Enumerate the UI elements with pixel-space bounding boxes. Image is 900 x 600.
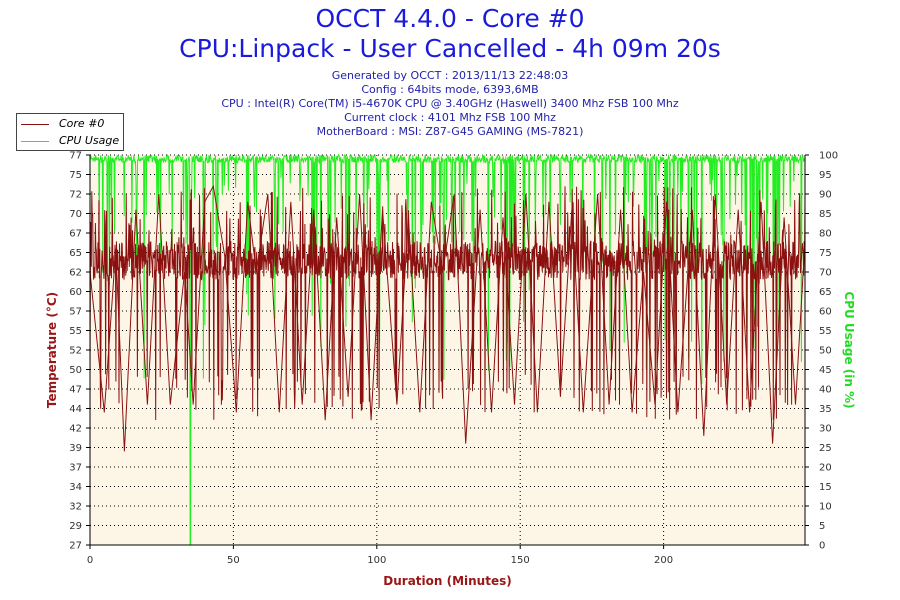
y-tick-label-left: 72 bbox=[69, 190, 82, 201]
y-tick-label-left: 70 bbox=[69, 209, 82, 220]
x-tick-label: 200 bbox=[654, 555, 673, 566]
y-tick-label-left: 32 bbox=[69, 502, 82, 513]
temperature-trace bbox=[89, 186, 806, 421]
legend-swatch-core bbox=[21, 124, 49, 125]
y-tick-label-right: 45 bbox=[819, 365, 832, 376]
plot-area bbox=[90, 155, 805, 545]
y-tick-label-right: 0 bbox=[819, 541, 825, 552]
y-tick-label-left: 67 bbox=[69, 229, 82, 240]
y-axis-title-right: CPU Usage (in %) bbox=[842, 291, 856, 408]
y-tick-label-right: 25 bbox=[819, 443, 832, 454]
y-tick-label-right: 60 bbox=[819, 307, 832, 318]
y-tick-label-right: 35 bbox=[819, 404, 832, 415]
y-tick-label-left: 57 bbox=[69, 307, 82, 318]
temperature-series bbox=[89, 184, 805, 452]
y-tick-label-right: 95 bbox=[819, 170, 832, 181]
y-tick-label-left: 52 bbox=[69, 346, 82, 357]
x-axis-title: Duration (Minutes) bbox=[383, 574, 511, 588]
legend-label-cpu: CPU Usage bbox=[59, 134, 120, 147]
chart-subtitle: CPU:Linpack - User Cancelled - 4h 09m 20… bbox=[179, 34, 721, 63]
y-tick-label-right: 55 bbox=[819, 326, 832, 337]
x-tick-label: 100 bbox=[367, 555, 386, 566]
y-tick-label-left: 55 bbox=[69, 326, 82, 337]
x-tick-label: 150 bbox=[511, 555, 530, 566]
info-motherboard: MotherBoard : MSI: Z87-G45 GAMING (MS-78… bbox=[316, 125, 584, 138]
y-tick-label-right: 20 bbox=[819, 463, 832, 474]
legend-swatch-cpu bbox=[21, 141, 49, 142]
y-tick-label-right: 90 bbox=[819, 190, 832, 201]
chart-legend: Core #0 CPU Usage bbox=[16, 113, 124, 151]
y-tick-label-right: 50 bbox=[819, 346, 832, 357]
info-generated: Generated by OCCT : 2013/11/13 22:48:03 bbox=[331, 69, 569, 82]
x-tick-label: 0 bbox=[87, 555, 93, 566]
y-tick-label-left: 65 bbox=[69, 248, 82, 259]
legend-item-core: Core #0 bbox=[21, 116, 123, 132]
y-tick-label-left: 50 bbox=[69, 365, 82, 376]
info-clock: Current clock : 4101 Mhz FSB 100 Mhz bbox=[344, 111, 556, 124]
y-tick-label-left: 29 bbox=[69, 521, 82, 532]
y-tick-label-right: 100 bbox=[819, 151, 838, 162]
info-config: Config : 64bits mode, 6393,6MB bbox=[361, 83, 539, 96]
y-tick-label-right: 5 bbox=[819, 521, 825, 532]
y-tick-label-left: 27 bbox=[69, 541, 82, 552]
cpu-usage-series bbox=[89, 153, 806, 546]
y-tick-label-right: 65 bbox=[819, 287, 832, 298]
x-tick-label: 50 bbox=[227, 555, 240, 566]
y-tick-label-right: 40 bbox=[819, 385, 832, 396]
y-axis-title-left: Temperature (°C) bbox=[45, 292, 59, 408]
y-tick-label-left: 60 bbox=[69, 287, 82, 298]
y-tick-label-left: 75 bbox=[69, 170, 82, 181]
y-tick-label-right: 70 bbox=[819, 268, 832, 279]
y-tick-label-left: 42 bbox=[69, 424, 82, 435]
legend-label-core: Core #0 bbox=[59, 117, 105, 130]
y-tick-label-left: 77 bbox=[69, 151, 82, 162]
y-tick-label-left: 62 bbox=[69, 268, 82, 279]
y-tick-label-left: 34 bbox=[69, 482, 82, 493]
y-tick-label-left: 39 bbox=[69, 443, 82, 454]
y-tick-label-right: 10 bbox=[819, 502, 832, 513]
y-tick-label-left: 37 bbox=[69, 463, 82, 474]
y-tick-label-right: 75 bbox=[819, 248, 832, 259]
legend-item-cpu: CPU Usage bbox=[21, 133, 123, 149]
y-tick-label-right: 80 bbox=[819, 229, 832, 240]
y-tick-label-right: 85 bbox=[819, 209, 832, 220]
info-cpu: CPU : Intel(R) Core(TM) i5-4670K CPU @ 3… bbox=[221, 97, 679, 110]
y-tick-label-right: 30 bbox=[819, 424, 832, 435]
chart-title: OCCT 4.4.0 - Core #0 bbox=[315, 4, 585, 33]
y-tick-label-right: 15 bbox=[819, 482, 832, 493]
y-tick-label-left: 47 bbox=[69, 385, 82, 396]
y-tick-label-left: 44 bbox=[69, 404, 82, 415]
